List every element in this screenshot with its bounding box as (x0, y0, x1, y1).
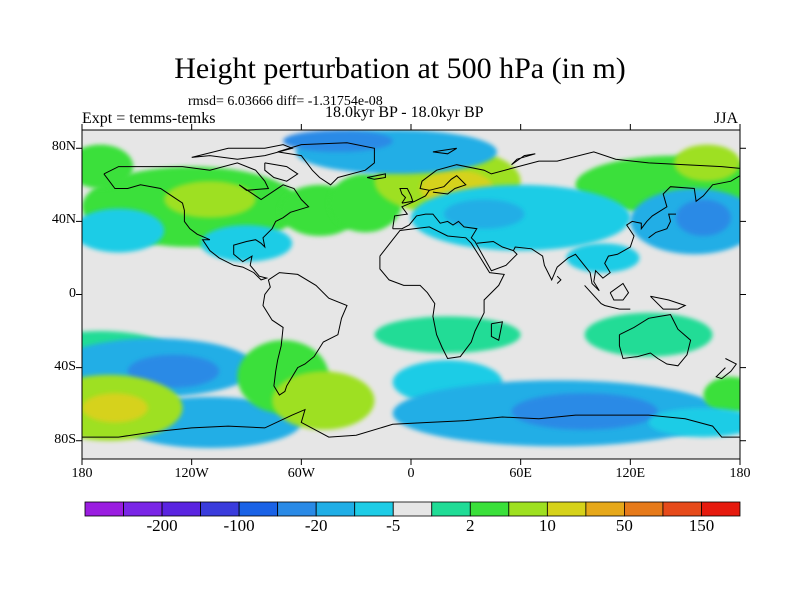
colorbar-swatch-12 (546, 501, 587, 517)
coastline-canada-islands (191, 144, 294, 160)
coastline-iceland (366, 173, 386, 180)
colorbar-swatch-9 (431, 501, 471, 517)
colorbar-swatch-15 (662, 501, 702, 517)
colorbar-swatch-11 (508, 501, 548, 517)
period-label: 18.0kyr BP - 18.0kyr BP (325, 104, 484, 121)
colorbar-swatch-6 (315, 501, 356, 517)
axis-ticks (76, 124, 746, 465)
x-axis-label: 0 (407, 466, 415, 481)
colorbar-label: 50 (615, 516, 633, 535)
colorbar-swatch-3 (200, 501, 240, 517)
coastline-africa (379, 226, 505, 360)
anomaly-region-8 (82, 144, 134, 189)
coastline-australia (618, 314, 692, 367)
coastline-baffin (264, 162, 299, 182)
coastline-scandinavia-sea (429, 175, 467, 195)
coastline-novaya-zemlya (511, 153, 536, 166)
y-axis-label: 80N (51, 139, 76, 155)
colorbar-label: -200 (146, 516, 178, 535)
colorbar (84, 501, 741, 517)
colorbar-swatch-7 (354, 501, 394, 517)
colorbar-swatch-8 (392, 501, 433, 517)
x-axis-label: 180 (71, 466, 93, 481)
anomaly-region-25 (511, 393, 658, 430)
colorbar-label: -100 (223, 516, 255, 535)
x-axis-label: 120E (615, 466, 646, 481)
x-axis-label: 60W (287, 466, 315, 481)
x-axis-label: 120W (174, 466, 209, 481)
colorbar-label: 10 (538, 516, 556, 535)
colorbar-swatch-4 (238, 501, 279, 517)
coastline-japan (648, 213, 676, 239)
coastline-indonesia (584, 285, 631, 310)
coastline-greenland (277, 142, 375, 186)
experiment-label: Expt = temms-temks (82, 110, 216, 127)
colorbar-label: 2 (466, 516, 475, 535)
coastline-eurasia (392, 151, 740, 292)
coastline-svalbard (432, 147, 457, 155)
anomaly-region-22 (127, 354, 220, 388)
season-label: JJA (714, 110, 739, 127)
colorbar-label: -5 (386, 516, 401, 535)
colorbar-swatch-16 (701, 501, 741, 517)
colorbar-label: -20 (304, 516, 328, 535)
y-axis-label: 0 (69, 285, 76, 301)
y-axis-label: 40N (51, 212, 76, 228)
coastline-antarctica (82, 408, 740, 438)
colorbar-swatch-1 (123, 501, 163, 517)
anomaly-region-1 (164, 181, 256, 218)
stats-text: rmsd= 6.03666 diff= -1.31754e-08 (188, 94, 383, 109)
colorbar-swatch-2 (161, 501, 201, 517)
anomaly-region-14 (676, 199, 731, 237)
anomaly-region-16 (200, 225, 293, 262)
y-axis-label: 80S (54, 431, 76, 447)
anomaly-region-28 (82, 393, 148, 423)
coastline-new-guinea (650, 295, 687, 310)
coastline-india-sri (556, 275, 562, 284)
coastline-arabia (476, 240, 514, 252)
colorbar-label: 150 (688, 516, 715, 535)
coastlines (82, 142, 740, 438)
coastline-uk (399, 188, 414, 204)
colorbar-swatch-14 (624, 501, 664, 517)
coastline-south-america (262, 272, 348, 396)
anomaly-region-10 (283, 130, 393, 152)
coastline-north-america (103, 162, 310, 281)
colorbar-swatch-0 (84, 501, 124, 517)
anomaly-region-12 (443, 199, 525, 229)
anomaly-region-19 (374, 316, 521, 353)
x-axis-label: 60E (509, 466, 532, 481)
anomaly-region-31 (703, 376, 740, 414)
anomaly-region-15 (82, 208, 165, 253)
anomaly-region-32 (648, 407, 740, 438)
colorbar-swatch-13 (585, 501, 625, 517)
anomaly-region-7 (674, 144, 740, 182)
coastline-madagascar (490, 321, 504, 341)
coastline-new-zealand (715, 358, 738, 380)
y-axis-label: 40S (54, 358, 76, 374)
anomaly-field (82, 130, 740, 449)
anomaly-region-30 (272, 371, 375, 430)
coastline-borneo (609, 282, 630, 301)
plot-title: Height perturbation at 500 hPa (in m) (174, 52, 626, 85)
anomaly-region-20 (584, 312, 713, 357)
x-axis-label: 180 (729, 466, 751, 481)
colorbar-swatch-10 (469, 501, 510, 517)
colorbar-swatch-5 (277, 501, 317, 517)
